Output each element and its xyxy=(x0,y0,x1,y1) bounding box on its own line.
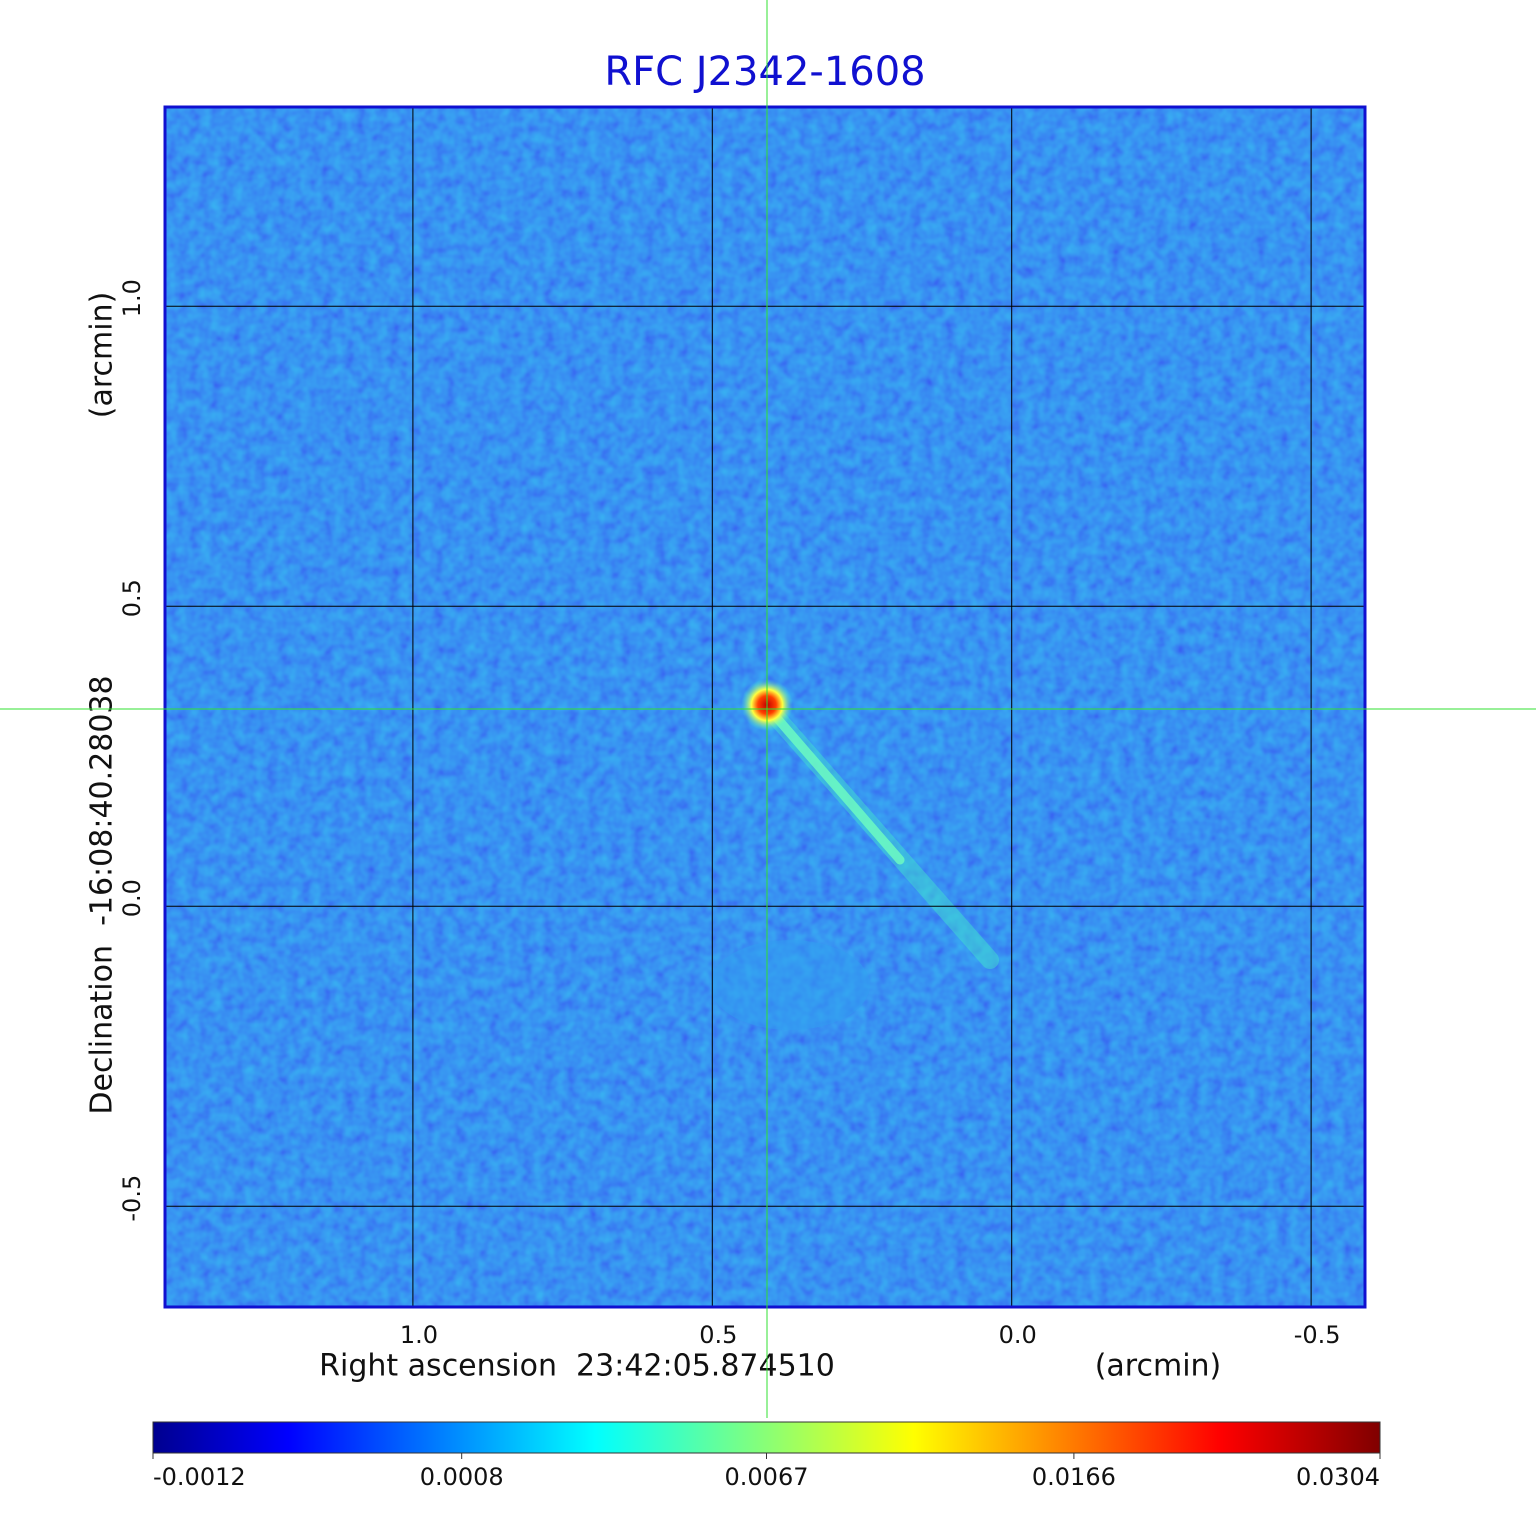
colorbar-tick-label: 0.0304 xyxy=(1296,1463,1380,1491)
x-tick-label: 0.5 xyxy=(699,1321,737,1349)
y-tick-label: 1.0 xyxy=(118,279,146,317)
chart-title: RFC J2342-1608 xyxy=(604,49,925,95)
y-tick-label: -0.5 xyxy=(118,1175,146,1222)
colorbar-tick-label: 0.0166 xyxy=(1032,1463,1116,1491)
y-axis-label: Declination -16:08:40.28038 xyxy=(85,675,120,1114)
jet-core xyxy=(765,705,905,865)
colorbar-tick-label: 0.0067 xyxy=(725,1463,809,1491)
x-tick-label: 0.0 xyxy=(999,1321,1037,1349)
x-axis-label: Right ascension 23:42:05.874510 xyxy=(319,1349,835,1384)
sky-image xyxy=(165,107,1365,1307)
x-tick-label: 1.0 xyxy=(400,1321,438,1349)
colorbar-tick-label: -0.0012 xyxy=(153,1463,246,1491)
x-axis-unit: (arcmin) xyxy=(1095,1349,1222,1384)
y-tick-label: 0.0 xyxy=(118,879,146,917)
y-tick-label: 0.5 xyxy=(118,579,146,617)
colorbar-tick-label: 0.0008 xyxy=(420,1463,504,1491)
plot-frame xyxy=(163,105,1367,1309)
colorbar xyxy=(152,1421,1381,1454)
x-tick-label: -0.5 xyxy=(1294,1321,1341,1349)
diffuse-emission xyxy=(710,940,870,1030)
y-axis-unit: (arcmin) xyxy=(85,292,120,419)
